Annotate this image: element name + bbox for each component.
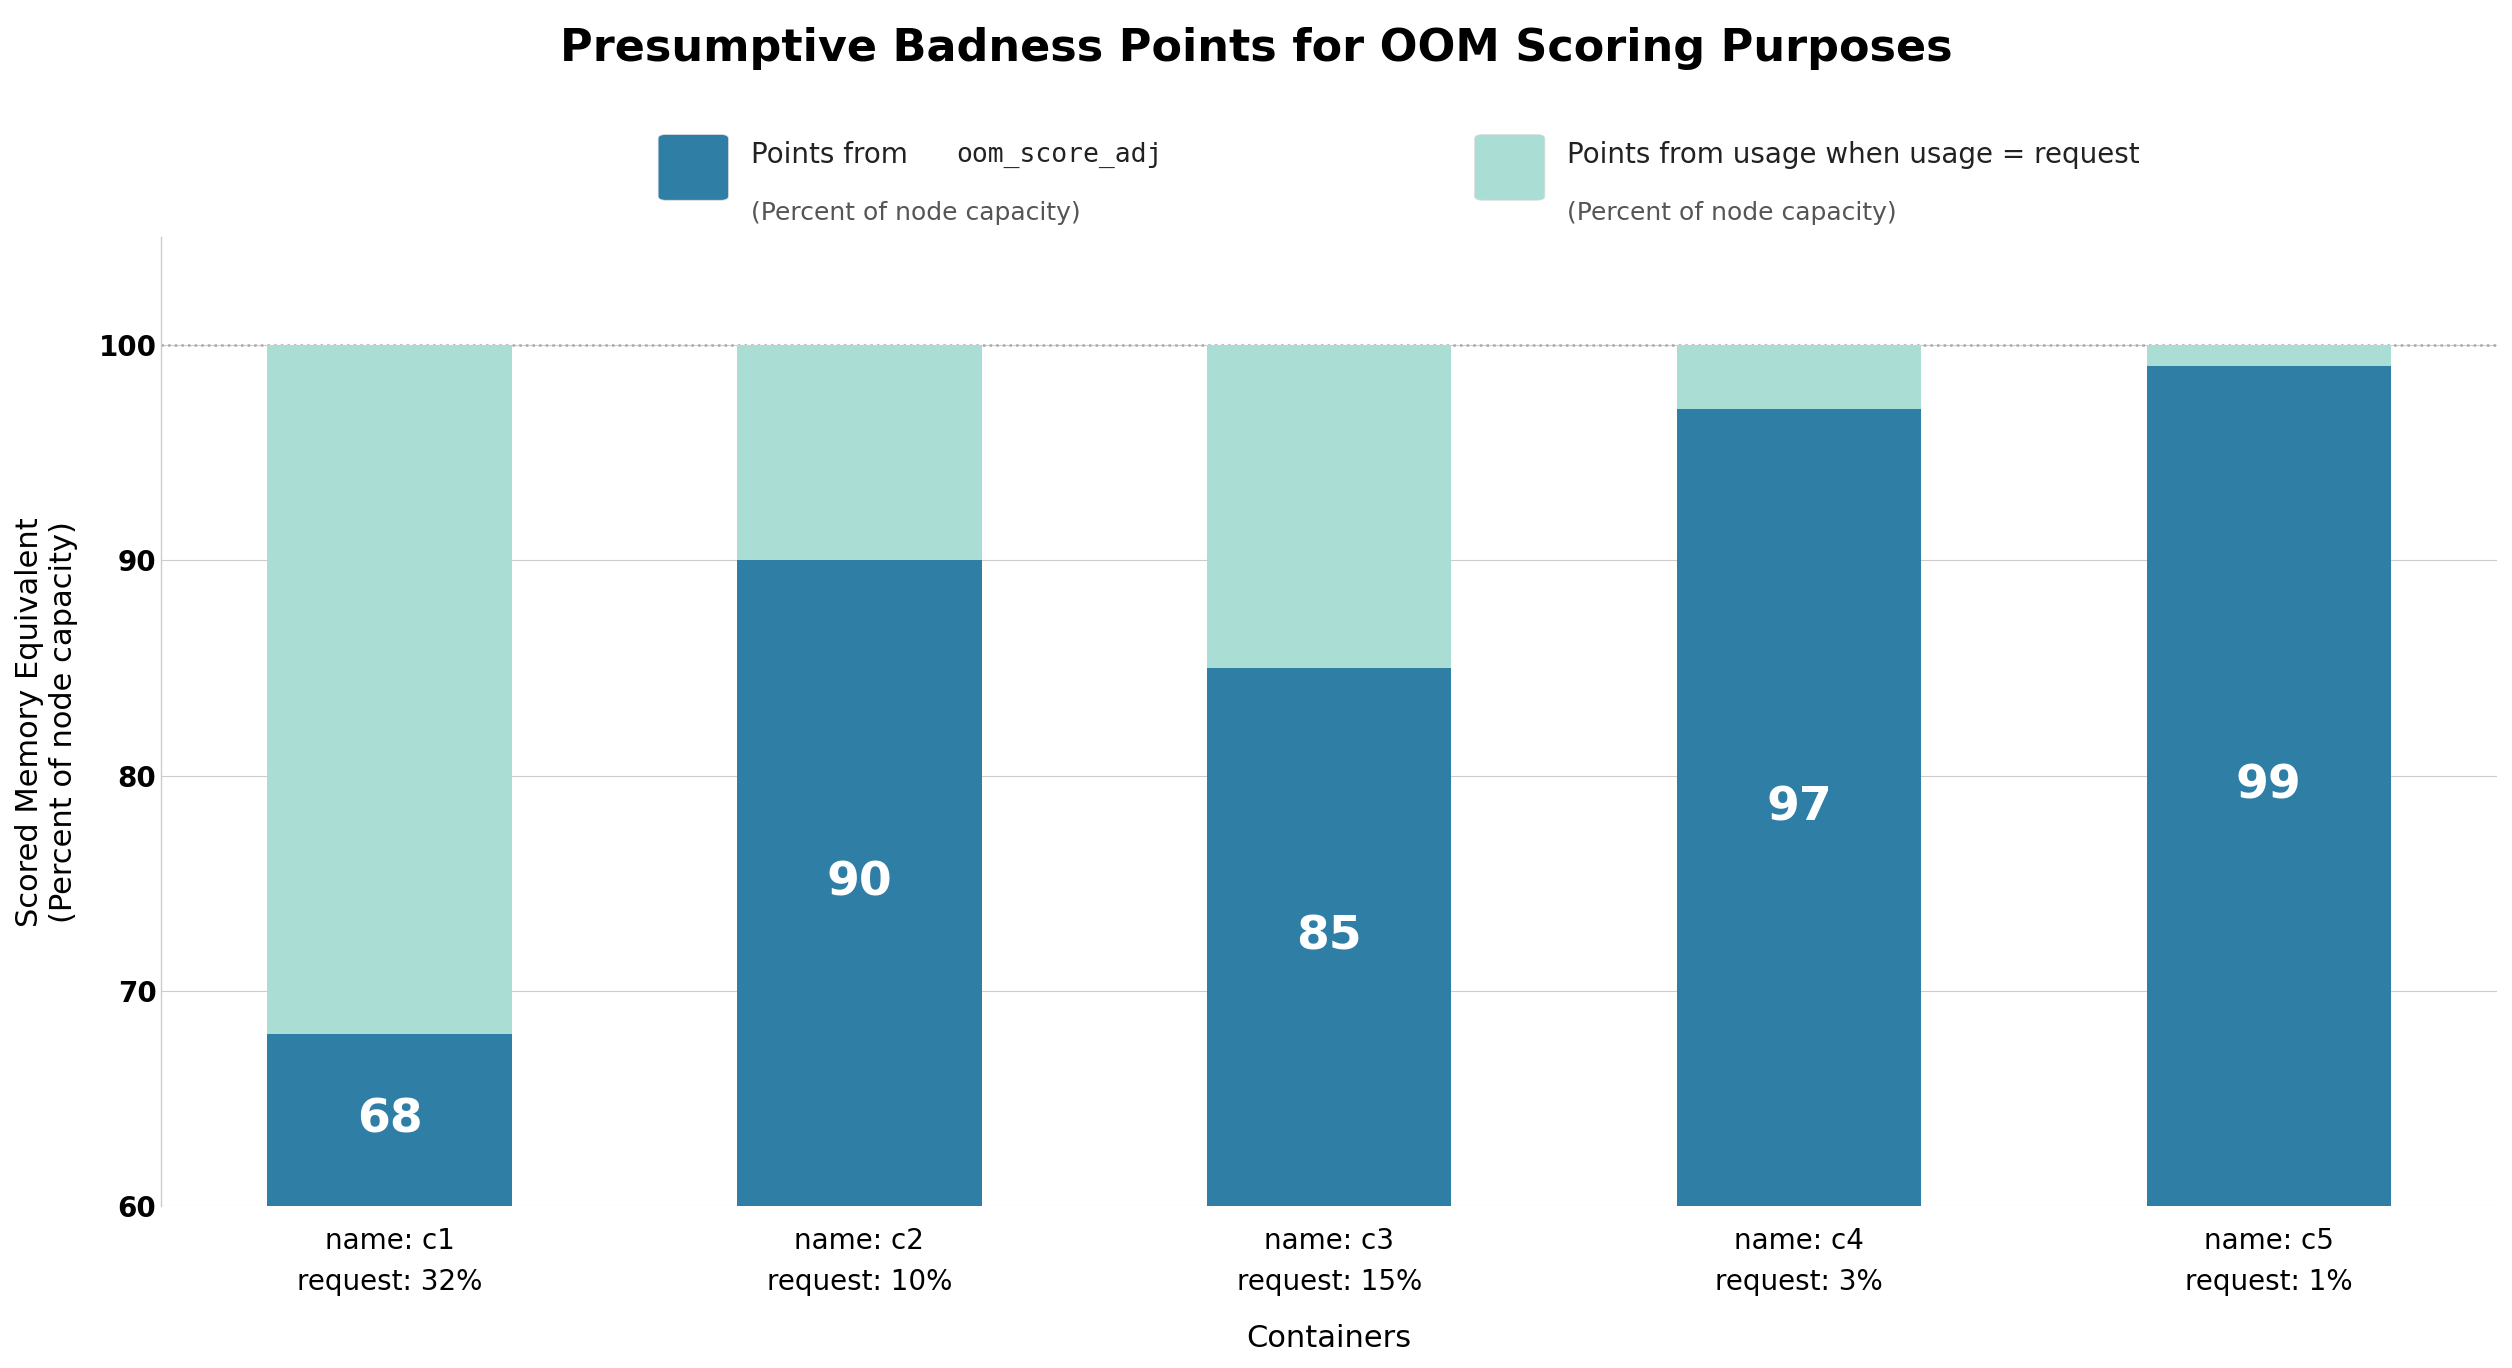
Bar — [1206, 668, 1452, 1368]
Y-axis label: Scored Memory Equivalent
(Percent of node capacity): Scored Memory Equivalent (Percent of nod… — [15, 517, 78, 926]
Text: 90: 90 — [826, 860, 892, 906]
Bar — [1206, 345, 1452, 1368]
Text: Points from usage when usage = request: Points from usage when usage = request — [1567, 141, 2140, 170]
Bar — [736, 560, 982, 1368]
Bar — [266, 345, 512, 1368]
Text: Points from: Points from — [751, 141, 917, 170]
Text: Presumptive Badness Points for OOM Scoring Purposes: Presumptive Badness Points for OOM Scori… — [560, 27, 1952, 70]
Text: 99: 99 — [2236, 763, 2301, 808]
Text: (Percent of node capacity): (Percent of node capacity) — [1567, 201, 1897, 224]
Text: (Percent of node capacity): (Percent of node capacity) — [751, 201, 1080, 224]
Bar — [266, 1034, 512, 1368]
Bar — [2148, 345, 2391, 1368]
X-axis label: Containers: Containers — [1246, 1324, 1412, 1353]
Text: oom_score_adj: oom_score_adj — [957, 142, 1163, 168]
Bar — [1678, 409, 1922, 1368]
Bar — [1678, 345, 1922, 1368]
Text: 85: 85 — [1296, 915, 1362, 959]
Text: 97: 97 — [1766, 785, 1831, 830]
Bar — [736, 345, 982, 1368]
Bar — [2148, 367, 2391, 1368]
Text: 68: 68 — [357, 1097, 422, 1142]
